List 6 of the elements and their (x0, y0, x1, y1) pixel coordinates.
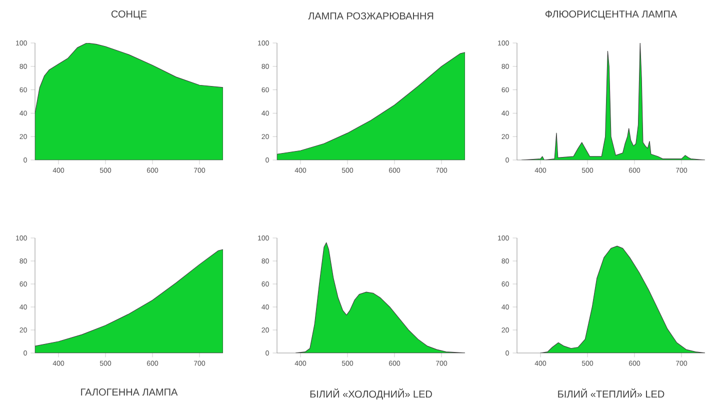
text: БІЛИЙ «ХОЛОДНИЙ» LED (310, 388, 432, 400)
text: ГАЛОГЕННА ЛАМПА (81, 388, 178, 396)
text: БІЛИЙ «ТЕПЛИЙ» LED (558, 388, 664, 398)
chart-title: ФЛЮОРИСЦЕНТНА ЛАМПА (545, 10, 678, 20)
chart-title: СОНЦЕ (111, 10, 147, 20)
chart-title: ЛАМПА РОЗЖАРЮВАННЯ (308, 12, 434, 20)
